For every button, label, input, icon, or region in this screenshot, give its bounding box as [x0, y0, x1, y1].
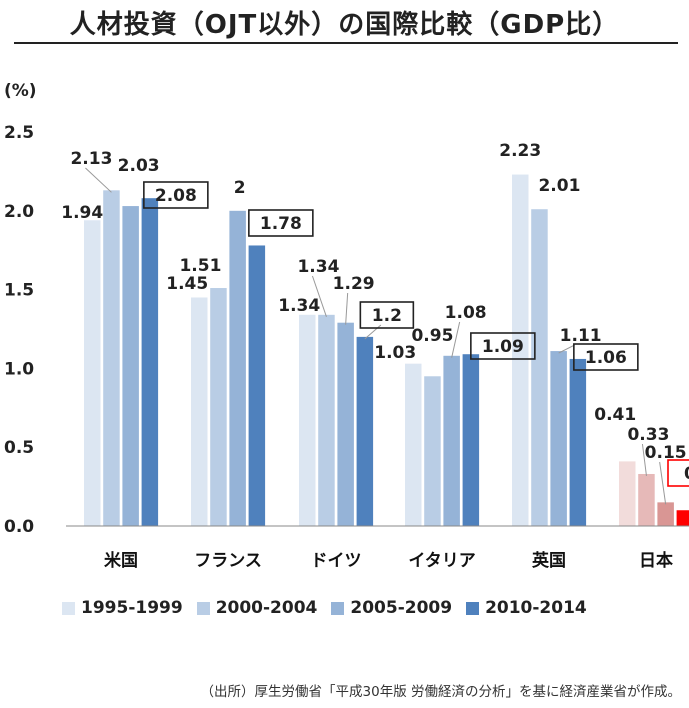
data-label: 1.34	[278, 296, 320, 316]
data-label-box	[359, 301, 415, 329]
bar	[141, 198, 159, 526]
data-label: 0.15	[645, 443, 687, 463]
legend: 1995-1999 2000-2004 2005-2009 2010-2014	[62, 598, 682, 618]
bar	[569, 358, 587, 526]
category-label: 米国	[104, 550, 138, 571]
data-label: 0	[684, 464, 689, 484]
bar-chart: (%) 0.0 0.5 1.0 1.5 2.0 2.5 1.94 2.13 2.03 2.08 1…	[4, 81, 689, 571]
legend-item: 2005-2009	[331, 598, 452, 618]
data-label: 1.06	[585, 348, 627, 368]
bar	[462, 354, 480, 526]
data-label-box	[248, 209, 314, 237]
legend-swatch	[331, 601, 345, 615]
chart-title: 人材投資（OJT以外）の国際比較（GDP比）	[69, 10, 620, 40]
bar	[531, 209, 548, 526]
legend-item: 2000-2004	[196, 598, 318, 618]
title-underline	[14, 42, 678, 44]
data-label: 1.45	[166, 274, 208, 294]
source-note: （出所）厚生労働省「平成30年版 労働経済の分析」を基に経済産業省が作成。	[200, 684, 681, 700]
leader-line	[659, 461, 667, 505]
bar	[84, 220, 101, 527]
bar	[103, 190, 120, 526]
data-label-box	[573, 343, 639, 371]
legend-swatch	[466, 601, 480, 615]
bars	[84, 174, 689, 527]
category-label: 日本	[639, 550, 673, 571]
data-label: 1.08	[445, 303, 487, 323]
bar	[337, 322, 354, 526]
legend-label: 2010-2014	[485, 598, 587, 618]
data-label-box	[470, 332, 536, 360]
category-label: フランス	[194, 551, 262, 571]
legend-item: 1995-1999	[62, 598, 183, 618]
legend-swatch	[196, 601, 210, 615]
data-label: 2	[234, 178, 246, 198]
data-label: 1.78	[260, 214, 302, 234]
leader-line	[345, 292, 349, 325]
bar	[512, 174, 529, 526]
data-label: 1.03	[374, 343, 416, 363]
data-label: 1.51	[179, 256, 221, 276]
bar	[299, 314, 316, 526]
data-label: 2.03	[118, 156, 160, 176]
data-label: 1.2	[372, 306, 402, 326]
y-tick-label: 2.5	[4, 123, 34, 143]
data-label: 1.11	[560, 326, 602, 346]
bar	[619, 461, 636, 526]
bar	[318, 314, 335, 526]
legend-label: 1995-1999	[81, 598, 183, 618]
category-labels: 米国 フランス ドイツ イタリア 英国 日本	[104, 550, 673, 571]
bar	[405, 363, 422, 526]
data-label: 0.33	[627, 425, 669, 445]
bar	[210, 288, 227, 526]
leader-line	[311, 275, 327, 317]
data-label: 0.41	[594, 405, 636, 425]
data-label: 2.01	[538, 176, 580, 196]
bar	[356, 336, 374, 526]
data-label: 2.08	[155, 186, 197, 206]
y-tick-label: 0.5	[4, 438, 34, 458]
leader-line	[558, 344, 575, 354]
y-tick-label: 0.0	[4, 517, 34, 537]
bar	[122, 206, 139, 526]
y-tick-label: 1.0	[4, 359, 34, 379]
legend-label: 2005-2009	[350, 598, 453, 618]
bar	[676, 510, 689, 526]
y-tick-label: 1.5	[4, 281, 34, 301]
bar	[638, 473, 655, 526]
data-label: 2.13	[70, 149, 112, 169]
data-labels: 1.942.13 2.032.081.451.5121.781.341.341.2…	[61, 141, 689, 487]
data-label: 0.95	[411, 326, 453, 346]
data-label: 1.34	[297, 257, 339, 277]
legend-item: 2010-2014	[466, 598, 587, 618]
data-label-box	[143, 181, 209, 209]
category-label: 英国	[532, 550, 566, 571]
bar	[657, 502, 674, 526]
y-axis-unit: (%)	[4, 81, 37, 101]
data-label-box	[667, 459, 689, 487]
category-label: ドイツ	[311, 551, 362, 571]
legend-label: 2000-2004	[215, 598, 318, 618]
bar	[424, 376, 441, 526]
data-label: 1.29	[333, 274, 375, 294]
bar	[248, 245, 266, 527]
data-label: 1.94	[61, 203, 103, 223]
bar	[550, 351, 567, 526]
bar	[443, 355, 460, 526]
leader-line	[85, 167, 112, 193]
y-axis-ticks: 0.0 0.5 1.0 1.5 2.0 2.5	[4, 123, 34, 537]
leader-line	[364, 324, 382, 340]
leader-lines	[85, 167, 667, 505]
category-label: イタリア	[408, 551, 475, 571]
legend-swatch	[62, 601, 75, 615]
data-label: 2.23	[499, 141, 541, 161]
bar	[229, 210, 246, 527]
data-label: 1.09	[482, 337, 524, 357]
bar	[191, 297, 208, 526]
leader-line	[451, 321, 461, 358]
y-tick-label: 2.0	[4, 202, 34, 222]
leader-line	[641, 443, 647, 477]
